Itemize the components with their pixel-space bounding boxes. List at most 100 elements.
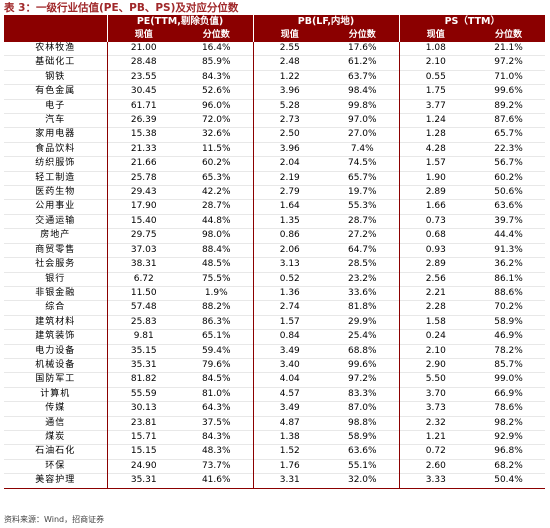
pb-percentile-cell: 83.3% bbox=[347, 388, 377, 399]
ps-percentile-cell: 66.9% bbox=[494, 388, 523, 399]
pe-value-cell: 55.59 bbox=[106, 387, 180, 402]
ps-percentile-cell: 70.2% bbox=[494, 302, 523, 313]
pb-value-cell: 0.86 bbox=[252, 228, 327, 244]
pb-value-cell: 1.22 bbox=[252, 70, 327, 85]
pb-value-cell: 4.87 bbox=[252, 416, 327, 431]
pe-value-cell: 35.31 bbox=[106, 473, 180, 489]
pe-percentile-cell: 85.9% bbox=[201, 57, 231, 68]
ps-value-cell: 1.28 bbox=[398, 127, 473, 143]
industry-name-cell: 有色金属 bbox=[35, 86, 76, 97]
ps-percentile-cell: 56.7% bbox=[494, 158, 523, 169]
table-row: 银行 6.72 75.5% 0.52 23.2% 2.56 86.1% bbox=[4, 272, 546, 287]
pb-value-cell: 2.06 bbox=[252, 243, 327, 258]
pb-value-cell: 3.49 bbox=[252, 401, 327, 417]
industry-name-cell: 通信 bbox=[45, 417, 66, 428]
ps-value-cell: 1.75 bbox=[398, 84, 473, 100]
pe-percentile-cell: 98.0% bbox=[201, 230, 231, 241]
ps-percentile-cell: 96.8% bbox=[494, 446, 523, 457]
pe-value-cell: 35.31 bbox=[106, 358, 180, 373]
table-row: 传媒 30.13 64.3% 3.49 87.0% 3.73 78.6% bbox=[4, 401, 546, 417]
pb-percentile-cell: 61.2% bbox=[347, 57, 377, 68]
pe-percentile-cell: 84.3% bbox=[201, 71, 231, 82]
ps-value-cell: 4.28 bbox=[398, 142, 473, 157]
pb-percentile-cell: 74.5% bbox=[347, 158, 377, 169]
pe-value-cell: 30.13 bbox=[106, 401, 180, 417]
pb-value-cell: 1.36 bbox=[252, 286, 327, 301]
industry-name-cell: 社会服务 bbox=[35, 259, 76, 270]
pb-percentile-cell: 58.9% bbox=[347, 431, 377, 442]
industry-name-cell: 家用电器 bbox=[35, 129, 76, 140]
industry-name-cell: 纺织服饰 bbox=[35, 158, 76, 169]
valuation-table: PE(TTM,剔除负值) PB(LF,内地) PS（TTM） 现值 分位数 现值… bbox=[4, 15, 546, 489]
pb-value-cell: 3.96 bbox=[252, 84, 327, 100]
pe-value-cell: 25.78 bbox=[106, 171, 180, 186]
header-pe-percentile: 分位数 bbox=[180, 29, 254, 42]
pb-percentile-cell: 55.3% bbox=[347, 201, 377, 212]
pb-percentile-cell: 27.0% bbox=[347, 129, 377, 140]
pb-percentile-cell: 99.6% bbox=[347, 359, 377, 370]
table-row: 基础化工 28.48 85.9% 2.48 61.2% 2.10 97.2% bbox=[4, 55, 546, 71]
ps-value-cell: 1.24 bbox=[398, 113, 473, 128]
pb-percentile-cell: 98.4% bbox=[347, 86, 377, 97]
header-pb-percentile: 分位数 bbox=[326, 29, 400, 42]
table-row: 建筑材料 25.83 86.3% 1.57 29.9% 1.58 58.9% bbox=[4, 315, 546, 330]
ps-value-cell: 2.21 bbox=[398, 286, 473, 301]
pe-percentile-cell: 72.0% bbox=[201, 115, 231, 126]
ps-value-cell: 5.50 bbox=[398, 372, 473, 388]
table-row: 汽车 26.39 72.0% 2.73 97.0% 1.24 87.6% bbox=[4, 113, 546, 128]
ps-value-cell: 1.08 bbox=[398, 42, 473, 56]
pe-percentile-cell: 16.4% bbox=[201, 43, 231, 53]
pb-value-cell: 1.64 bbox=[252, 199, 327, 215]
pb-percentile-cell: 33.6% bbox=[347, 287, 377, 298]
ps-percentile-cell: 92.9% bbox=[494, 431, 523, 442]
industry-name-cell: 电子 bbox=[45, 100, 66, 111]
pe-value-cell: 9.81 bbox=[106, 329, 180, 345]
pe-value-cell: 17.90 bbox=[106, 199, 180, 215]
pb-value-cell: 4.04 bbox=[252, 372, 327, 388]
ps-percentile-cell: 50.6% bbox=[494, 187, 523, 198]
ps-value-cell: 2.10 bbox=[398, 55, 473, 71]
ps-value-cell: 1.58 bbox=[398, 315, 473, 330]
pb-value-cell: 3.31 bbox=[252, 473, 327, 489]
industry-name-cell: 轻工制造 bbox=[35, 172, 76, 183]
pe-percentile-cell: 1.9% bbox=[204, 287, 228, 298]
pe-percentile-cell: 52.6% bbox=[201, 86, 231, 97]
pe-percentile-cell: 81.0% bbox=[201, 388, 231, 399]
pe-value-cell: 61.71 bbox=[106, 99, 180, 114]
header-pe: PE(TTM,剔除负值) bbox=[106, 15, 254, 29]
pe-value-cell: 21.33 bbox=[106, 142, 180, 157]
header-ps-percentile: 分位数 bbox=[472, 29, 546, 42]
industry-name-cell: 国防军工 bbox=[35, 374, 76, 385]
pb-value-cell: 1.52 bbox=[252, 444, 327, 460]
ps-value-cell: 0.73 bbox=[398, 214, 473, 229]
pe-value-cell: 11.50 bbox=[106, 286, 180, 301]
pb-percentile-cell: 65.7% bbox=[347, 172, 377, 183]
pe-value-cell: 28.48 bbox=[106, 55, 180, 71]
industry-name-cell: 汽车 bbox=[45, 115, 66, 126]
ps-value-cell: 1.21 bbox=[398, 430, 473, 445]
pe-value-cell: 21.66 bbox=[106, 156, 180, 172]
pb-percentile-cell: 99.8% bbox=[347, 100, 377, 111]
table-row: 非银金融 11.50 1.9% 1.36 33.6% 2.21 88.6% bbox=[4, 286, 546, 301]
industry-name-cell: 商贸零售 bbox=[35, 244, 76, 255]
industry-name-cell: 石油石化 bbox=[35, 446, 76, 457]
industry-name-cell: 交通运输 bbox=[35, 215, 76, 226]
ps-value-cell: 3.77 bbox=[398, 99, 473, 114]
table-row: 钢铁 23.55 84.3% 1.22 63.7% 0.55 71.0% bbox=[4, 70, 546, 85]
pe-percentile-cell: 96.0% bbox=[201, 100, 231, 111]
industry-name-cell: 农林牧渔 bbox=[35, 43, 76, 53]
header-pe-value: 现值 bbox=[106, 29, 180, 42]
ps-value-cell: 2.89 bbox=[398, 185, 473, 200]
pb-value-cell: 2.74 bbox=[252, 300, 327, 316]
ps-percentile-cell: 60.2% bbox=[494, 172, 523, 183]
pe-percentile-cell: 41.6% bbox=[201, 475, 231, 486]
industry-name-cell: 计算机 bbox=[40, 388, 71, 399]
ps-value-cell: 2.90 bbox=[398, 358, 473, 373]
industry-name-cell: 房地产 bbox=[40, 230, 71, 241]
pe-percentile-cell: 37.5% bbox=[201, 417, 231, 428]
pb-percentile-cell: 32.0% bbox=[347, 475, 377, 486]
pe-value-cell: 23.81 bbox=[106, 416, 180, 431]
pe-value-cell: 30.45 bbox=[106, 84, 180, 100]
ps-percentile-cell: 86.1% bbox=[494, 273, 523, 284]
ps-value-cell: 1.57 bbox=[398, 156, 473, 172]
